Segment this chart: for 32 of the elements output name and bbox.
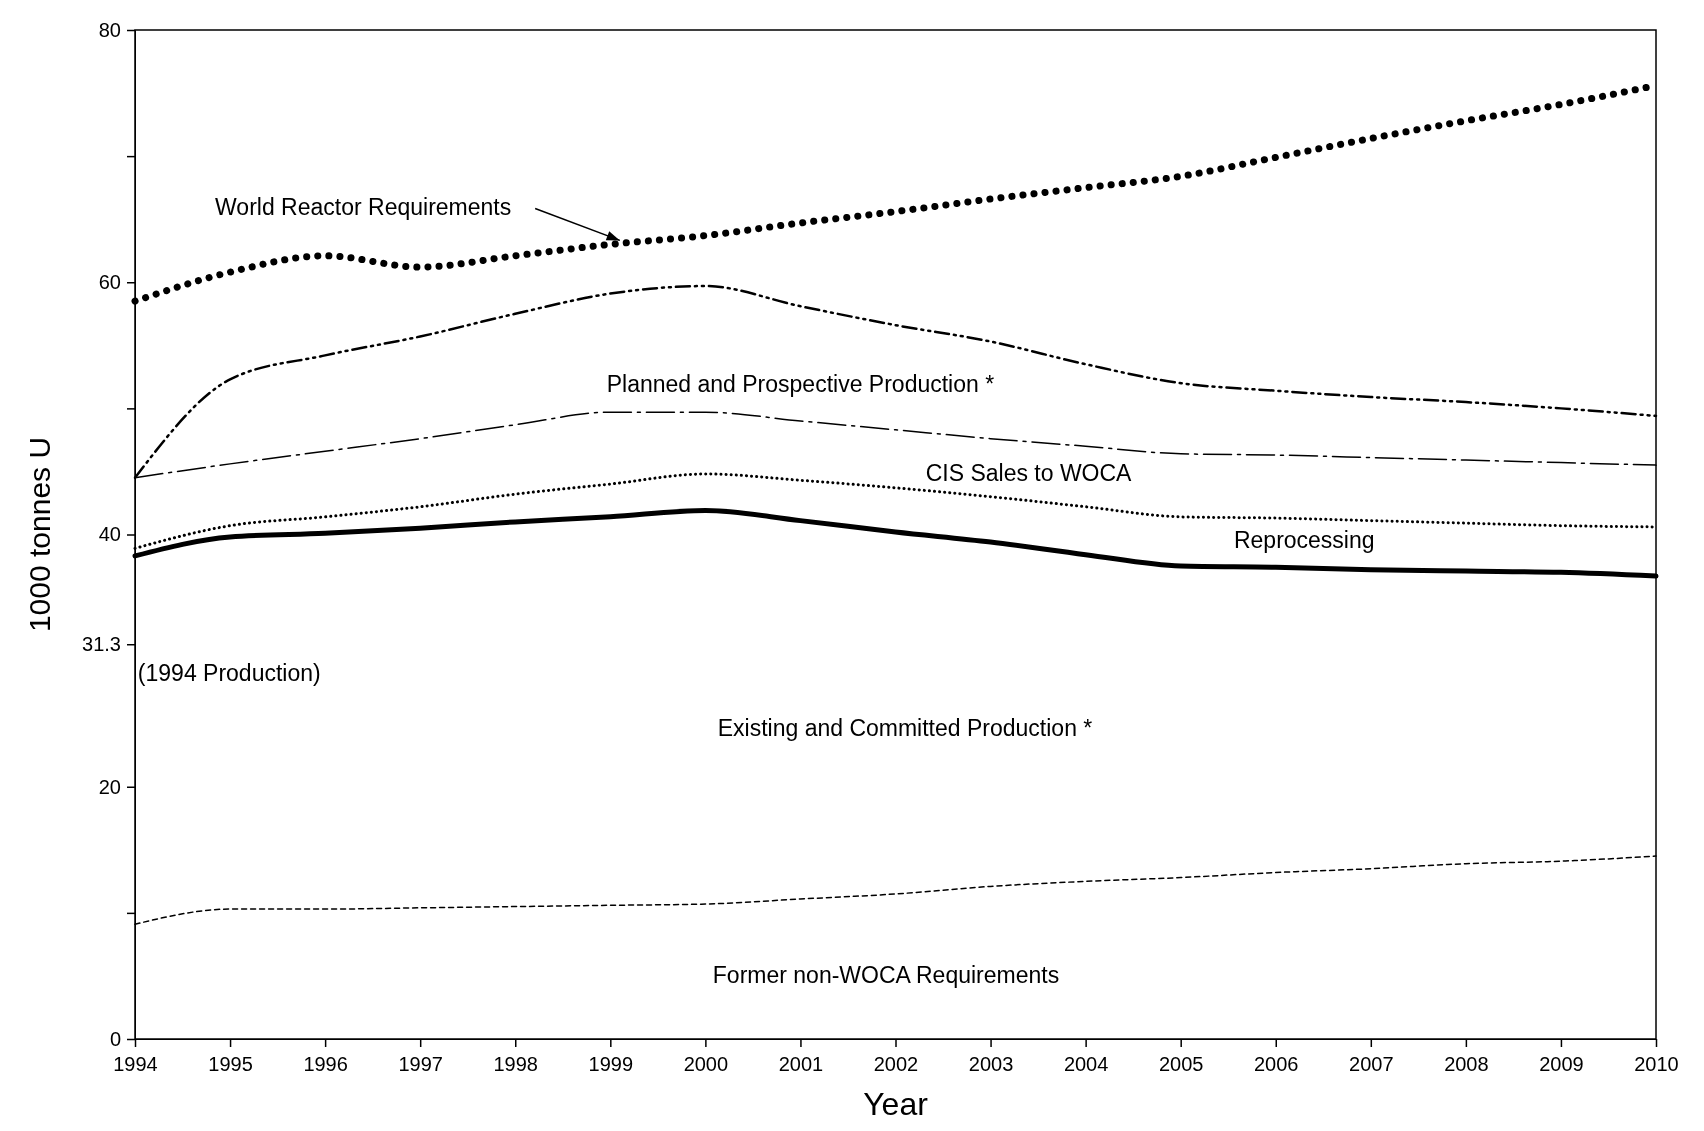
- y-tick-label: 0: [109, 1027, 121, 1050]
- y-axis-title: 1000 tonnes U: [23, 436, 56, 633]
- x-tick-label: 1998: [493, 1053, 538, 1076]
- x-tick-label: 2008: [1444, 1053, 1489, 1076]
- annotation: Existing and Committed Production *: [717, 714, 1093, 741]
- x-axis-title: Year: [863, 1086, 929, 1122]
- x-tick-label: 2004: [1063, 1053, 1109, 1076]
- x-tick-label: 2001: [778, 1053, 824, 1076]
- y-tick-label: 80: [98, 18, 121, 41]
- x-tick-label: 2005: [1158, 1053, 1204, 1076]
- x-tick-label: 2007: [1349, 1053, 1394, 1076]
- annotation: (1994 Production): [137, 660, 321, 687]
- x-tick-label: 2000: [683, 1053, 729, 1076]
- annotation: Reprocessing: [1233, 526, 1375, 553]
- x-tick-label: 2006: [1254, 1053, 1299, 1076]
- y-tick-label: 31.3: [82, 633, 121, 656]
- x-tick-label: 1999: [588, 1053, 634, 1076]
- y-tick-label: 40: [98, 523, 121, 546]
- x-tick-label: 1995: [208, 1053, 253, 1076]
- x-tick-label: 2009: [1539, 1053, 1584, 1076]
- x-tick-label: 2002: [873, 1053, 919, 1076]
- x-tick-label: 2010: [1634, 1053, 1679, 1076]
- y-tick-label: 60: [98, 271, 121, 294]
- x-tick-label: 1997: [398, 1053, 443, 1076]
- annotation: CIS Sales to WOCA: [925, 459, 1133, 486]
- x-tick-label: 1996: [303, 1053, 348, 1076]
- x-tick-label: 2003: [968, 1053, 1014, 1076]
- annotation: World Reactor Requirements: [215, 193, 512, 220]
- annotation: Planned and Prospective Production *: [606, 371, 995, 398]
- x-tick-label: 1994: [113, 1053, 158, 1076]
- annotation: Former non-WOCA Requirements: [712, 961, 1060, 988]
- y-tick-label: 20: [98, 775, 121, 798]
